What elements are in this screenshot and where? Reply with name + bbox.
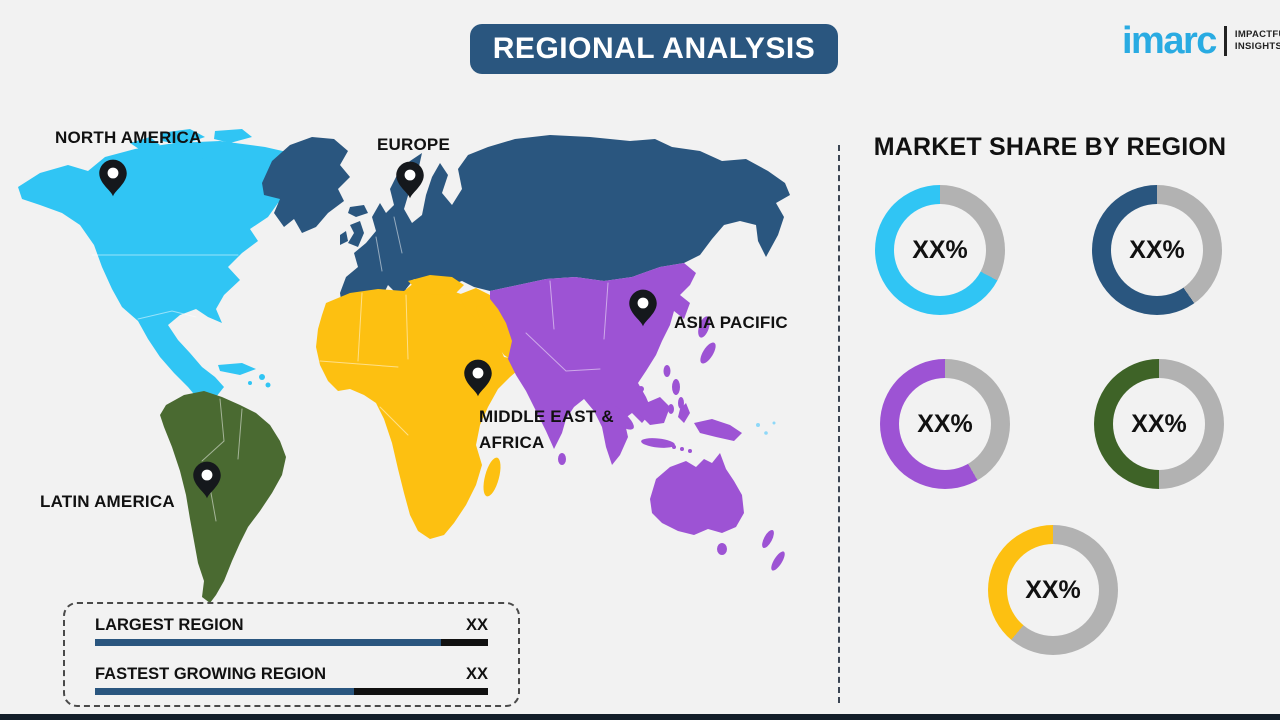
legend-value: XX <box>465 616 488 634</box>
donut-value: XX% <box>912 235 968 264</box>
imarc-logo: imarc IMPACTFUL INSIGHTS <box>1122 22 1280 60</box>
donut-chart-middle-east-africa: XX% <box>988 525 1118 655</box>
donut-chart-north-america: XX% <box>875 185 1005 315</box>
logo-tagline: IMPACTFUL INSIGHTS <box>1234 28 1280 52</box>
page-title: REGIONAL ANALYSIS <box>492 32 816 65</box>
location-pin-asia-pacific-icon <box>629 289 657 327</box>
label-middle-east-africa: MIDDLE EAST & AFRICA <box>479 407 614 452</box>
imarc-wordmark: imarc <box>1122 20 1217 62</box>
legend-label: LARGEST REGION <box>95 616 244 634</box>
donut-value: XX% <box>1129 235 1185 264</box>
label-asia-pacific: ASIA PACIFIC <box>674 313 788 332</box>
location-pin-latin-america-icon <box>193 461 221 499</box>
location-pin-middle-east-africa-icon <box>464 359 492 397</box>
label-north-america: NORTH AMERICA <box>55 128 202 147</box>
region-europe <box>262 135 790 315</box>
legend-row-largest-region: LARGEST REGION XX <box>95 616 488 646</box>
donut-chart-europe: XX% <box>1092 185 1222 315</box>
donut-chart-asia-pacific: XX% <box>880 359 1010 489</box>
legend-bar-track <box>95 688 488 695</box>
region-latin-america <box>160 391 286 603</box>
donut-value: XX% <box>1131 409 1187 438</box>
legend-bar-fill <box>95 688 355 695</box>
donut-chart-latin-america: XX% <box>1094 359 1224 489</box>
bottom-accent-strip <box>0 714 1280 720</box>
pacific-islands <box>756 421 776 435</box>
region-north-america <box>18 129 318 411</box>
donut-value: XX% <box>917 409 973 438</box>
location-pin-north-america-icon <box>99 159 127 197</box>
legend-bar-track <box>95 639 488 646</box>
label-latin-america: LATIN AMERICA <box>40 492 175 511</box>
world-map <box>18 129 790 603</box>
label-europe: EUROPE <box>377 135 450 154</box>
legend-label: FASTEST GROWING REGION <box>95 665 327 683</box>
location-pin-europe-icon <box>396 161 424 199</box>
legend-box: LARGEST REGION XX FASTEST GROWING REGION… <box>63 602 520 707</box>
legend-row-fastest-growing-region: FASTEST GROWING REGION XX <box>95 665 488 695</box>
title-banner: REGIONAL ANALYSIS <box>470 24 838 74</box>
market-share-title: MARKET SHARE BY REGION <box>873 133 1227 161</box>
donut-value: XX% <box>1025 575 1081 604</box>
logo-divider <box>1223 26 1227 56</box>
legend-bar-fill <box>95 639 441 646</box>
legend-value: XX <box>465 665 488 683</box>
panel-divider <box>838 145 840 703</box>
